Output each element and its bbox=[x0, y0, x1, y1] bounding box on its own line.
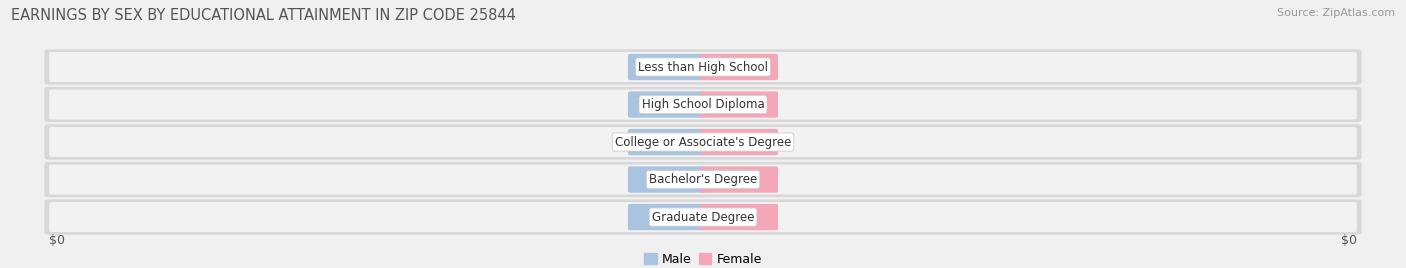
Text: $0: $0 bbox=[1341, 234, 1358, 247]
Text: $0: $0 bbox=[48, 234, 65, 247]
FancyBboxPatch shape bbox=[49, 127, 1357, 157]
Text: $0: $0 bbox=[741, 137, 755, 147]
Text: Less than High School: Less than High School bbox=[638, 61, 768, 73]
Text: Graduate Degree: Graduate Degree bbox=[652, 211, 754, 224]
Text: $0: $0 bbox=[741, 212, 755, 222]
FancyBboxPatch shape bbox=[49, 52, 1357, 82]
Text: EARNINGS BY SEX BY EDUCATIONAL ATTAINMENT IN ZIP CODE 25844: EARNINGS BY SEX BY EDUCATIONAL ATTAINMEN… bbox=[11, 8, 516, 23]
FancyBboxPatch shape bbox=[628, 54, 706, 80]
FancyBboxPatch shape bbox=[45, 162, 1361, 197]
FancyBboxPatch shape bbox=[628, 91, 706, 118]
FancyBboxPatch shape bbox=[49, 202, 1357, 232]
FancyBboxPatch shape bbox=[700, 91, 778, 118]
Legend: Male, Female: Male, Female bbox=[640, 248, 766, 268]
FancyBboxPatch shape bbox=[700, 166, 778, 193]
Text: $0: $0 bbox=[741, 174, 755, 185]
Text: $0: $0 bbox=[741, 62, 755, 72]
FancyBboxPatch shape bbox=[45, 124, 1361, 160]
FancyBboxPatch shape bbox=[700, 129, 778, 155]
FancyBboxPatch shape bbox=[49, 165, 1357, 195]
Text: College or Associate's Degree: College or Associate's Degree bbox=[614, 136, 792, 148]
Text: $0: $0 bbox=[651, 62, 665, 72]
FancyBboxPatch shape bbox=[45, 199, 1361, 235]
Text: $0: $0 bbox=[651, 137, 665, 147]
Text: Bachelor's Degree: Bachelor's Degree bbox=[650, 173, 756, 186]
Text: $0: $0 bbox=[651, 212, 665, 222]
Text: Source: ZipAtlas.com: Source: ZipAtlas.com bbox=[1277, 8, 1395, 18]
FancyBboxPatch shape bbox=[700, 54, 778, 80]
Text: $0: $0 bbox=[651, 99, 665, 110]
Text: $0: $0 bbox=[651, 174, 665, 185]
FancyBboxPatch shape bbox=[628, 129, 706, 155]
FancyBboxPatch shape bbox=[700, 204, 778, 230]
FancyBboxPatch shape bbox=[628, 166, 706, 193]
Text: $0: $0 bbox=[741, 99, 755, 110]
FancyBboxPatch shape bbox=[49, 90, 1357, 120]
FancyBboxPatch shape bbox=[45, 87, 1361, 122]
FancyBboxPatch shape bbox=[45, 49, 1361, 85]
FancyBboxPatch shape bbox=[628, 204, 706, 230]
Text: High School Diploma: High School Diploma bbox=[641, 98, 765, 111]
